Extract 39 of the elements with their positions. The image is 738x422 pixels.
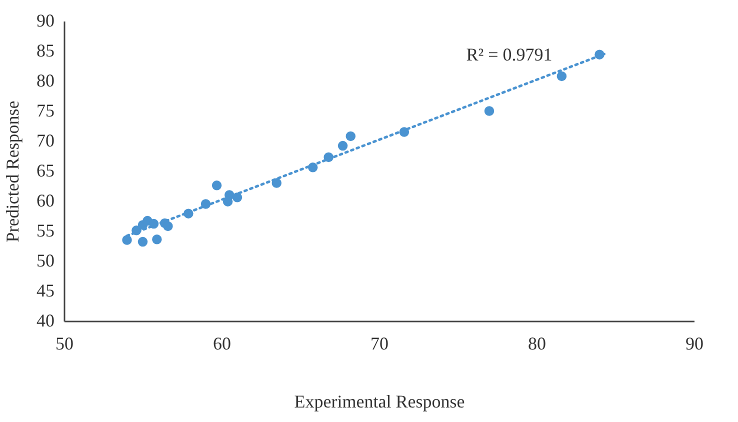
point xyxy=(594,50,604,60)
point xyxy=(222,196,233,206)
y-tick-label: 55 xyxy=(36,220,54,240)
point xyxy=(122,235,132,245)
y-tick-label: 65 xyxy=(36,160,54,180)
point xyxy=(324,152,334,162)
y-axis-title: Predicted Response xyxy=(2,100,22,242)
x-axis-title: Experimental Response xyxy=(294,392,465,412)
point xyxy=(212,180,222,190)
point xyxy=(184,208,194,218)
x-tick-label: 90 xyxy=(686,334,704,354)
y-tick-label: 80 xyxy=(36,70,54,90)
x-tick-label: 70 xyxy=(370,334,388,354)
y-tick-label: 50 xyxy=(36,250,54,270)
point xyxy=(338,140,348,151)
y-tick-label: 90 xyxy=(36,10,54,30)
x-tick-label: 60 xyxy=(213,334,231,354)
y-tick-label: 75 xyxy=(36,100,54,120)
annotation: R² = 0.9791 xyxy=(466,44,552,64)
y-tick-label: 70 xyxy=(36,130,54,150)
point xyxy=(132,226,142,236)
point xyxy=(308,162,318,172)
point xyxy=(556,71,567,82)
point xyxy=(152,234,162,244)
point xyxy=(200,199,211,209)
y-tick-label: 60 xyxy=(36,190,54,210)
y-tick-label: 40 xyxy=(36,310,54,330)
point xyxy=(484,106,494,116)
y-tick-label: 85 xyxy=(36,40,54,60)
point xyxy=(138,236,148,247)
point xyxy=(272,178,282,188)
x-tick-label: 50 xyxy=(56,334,74,354)
point xyxy=(163,221,173,232)
point xyxy=(148,218,159,229)
y-tick-label: 45 xyxy=(36,280,54,300)
x-tick-label: 80 xyxy=(528,334,546,354)
point xyxy=(232,192,242,202)
point xyxy=(346,131,356,142)
point xyxy=(399,127,410,137)
